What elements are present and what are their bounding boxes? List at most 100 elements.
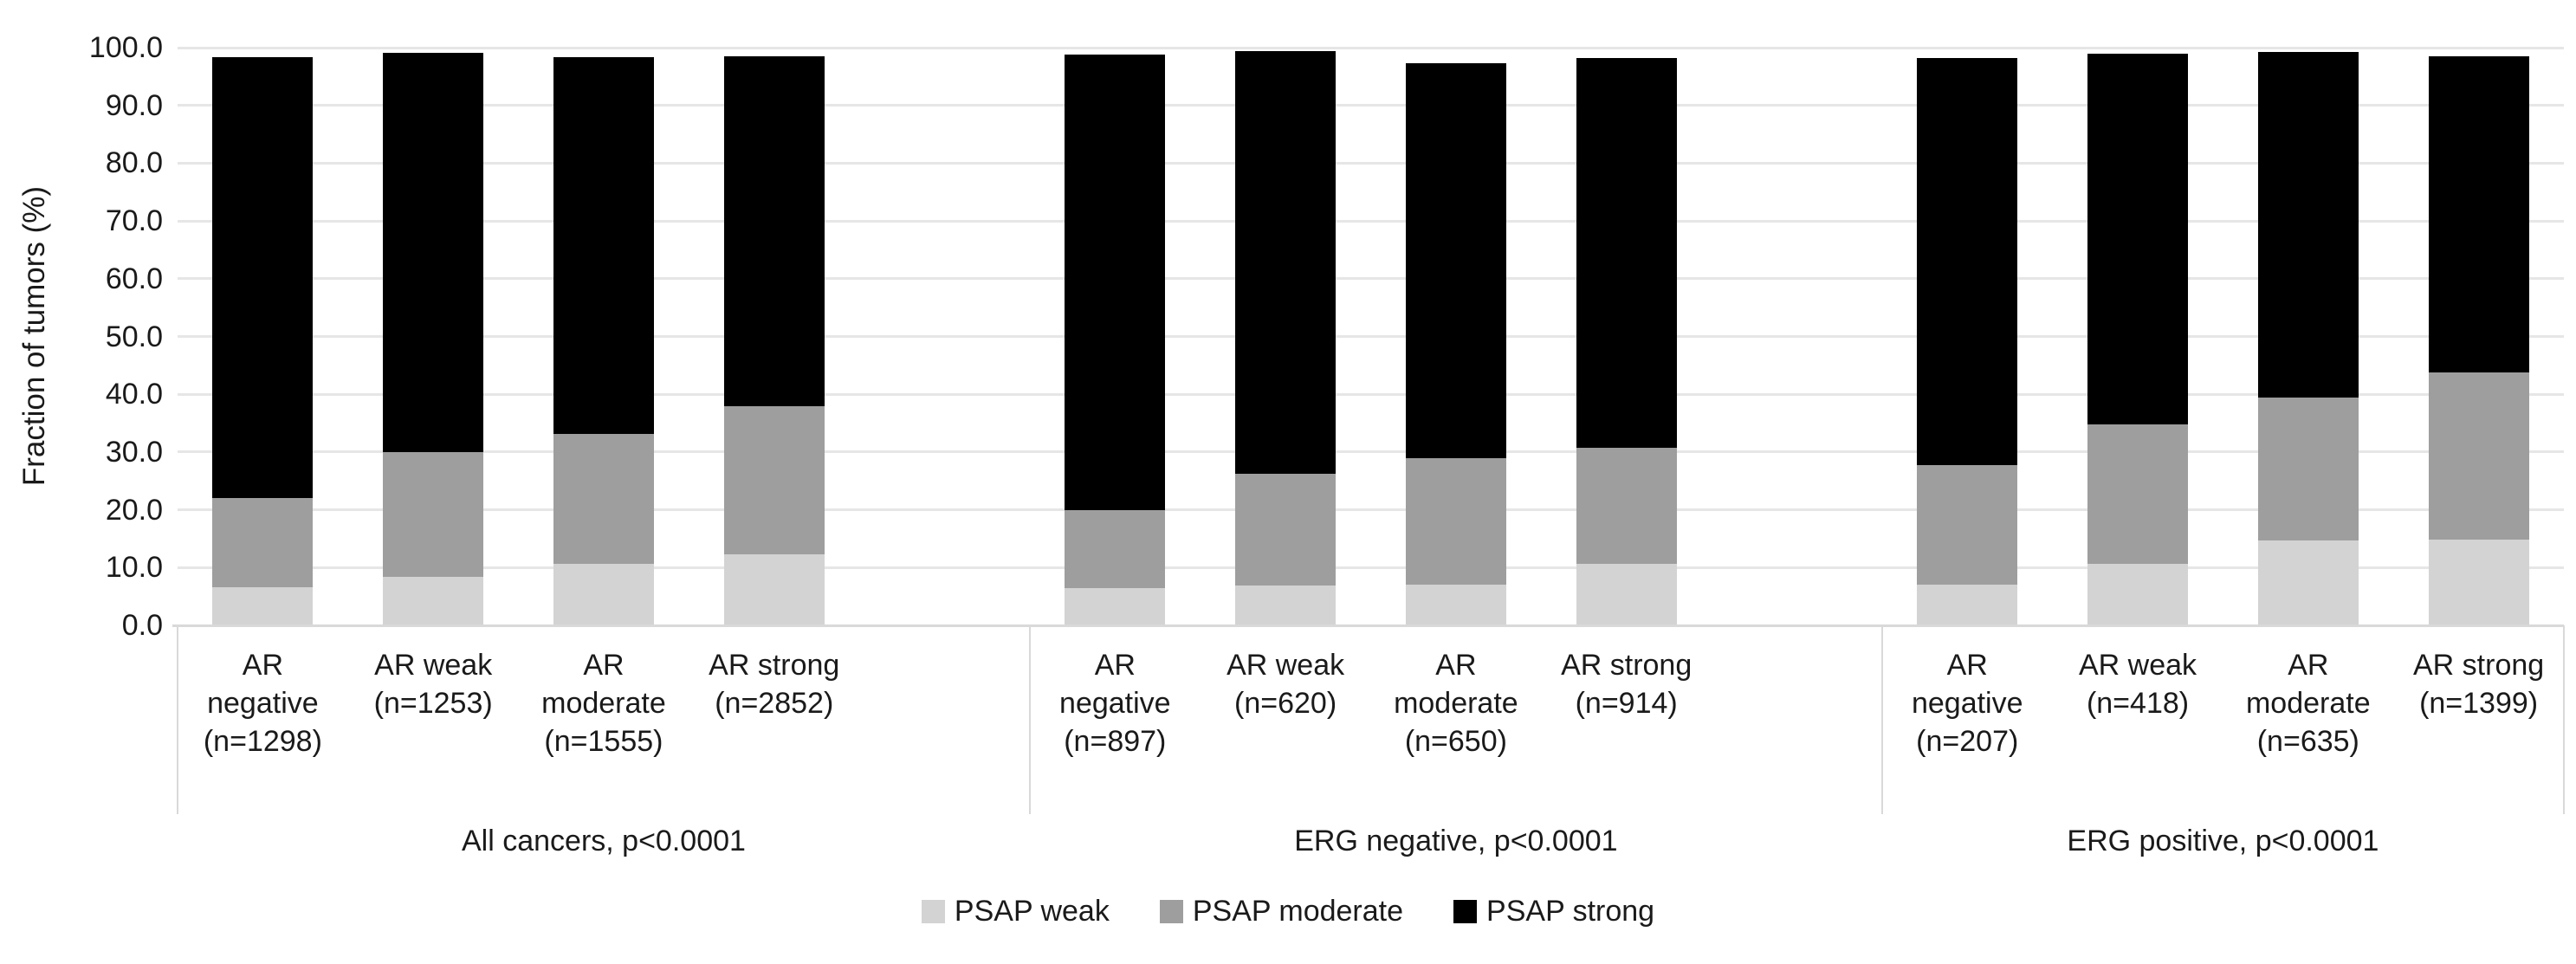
bar-segment-psap-weak: [1065, 588, 1166, 625]
category-label: AR strong (n=914): [1561, 649, 1693, 720]
group-title: ERG negative, p<0.0001: [1294, 825, 1618, 857]
bar: [1405, 63, 1506, 625]
legend-label: PSAP weak: [954, 895, 1110, 928]
legend-swatch-icon: [1453, 900, 1478, 923]
y-tick-label: 90.0: [105, 88, 163, 122]
legend-item: PSAP weak: [921, 895, 1110, 928]
legend-label: PSAP moderate: [1192, 895, 1404, 928]
category-label: AR weak (n=418): [2079, 649, 2197, 720]
y-tick-label: 100.0: [88, 31, 163, 64]
category-label: AR strong (n=2852): [709, 649, 840, 720]
bar-segment-psap-weak: [723, 553, 825, 625]
gridline: [178, 508, 2564, 512]
bar-segment-psap-weak: [2257, 540, 2359, 625]
gridline: [178, 566, 2564, 569]
bar-segment-psap-moderate: [383, 451, 484, 577]
legend-item: PSAP moderate: [1159, 895, 1404, 928]
category-label: AR negative (n=207): [1911, 649, 2023, 758]
category-label: AR moderate (n=650): [1394, 649, 1518, 758]
bar-segment-psap-strong: [723, 56, 825, 406]
bar-segment-psap-weak: [2087, 563, 2189, 625]
y-tick-label: 30.0: [105, 435, 163, 469]
bar-segment-psap-moderate: [212, 498, 314, 587]
gridline: [178, 277, 2564, 281]
group-title: ERG positive, p<0.0001: [2067, 825, 2379, 857]
bar: [383, 53, 484, 625]
bar-segment-psap-strong: [2428, 56, 2529, 372]
legend: PSAP weak PSAP moderate PSAP strong: [0, 895, 2576, 928]
category-label: AR moderate (n=1555): [541, 649, 666, 758]
bar-segment-psap-strong: [553, 57, 654, 434]
bar-segment-psap-moderate: [553, 433, 654, 565]
group-divider: [177, 625, 178, 814]
bar-segment-psap-strong: [1235, 51, 1337, 474]
category-label: AR moderate (n=635): [2245, 649, 2371, 758]
gridline: [178, 104, 2564, 107]
bar-segment-psap-weak: [1576, 564, 1677, 625]
group-divider: [2563, 625, 2565, 814]
bar: [212, 56, 314, 625]
bar-segment-psap-strong: [1917, 58, 2018, 465]
group-divider: [1028, 625, 1031, 814]
bar-segment-psap-strong: [2257, 51, 2359, 398]
bar: [2257, 51, 2359, 625]
bar-segment-psap-weak: [1405, 585, 1506, 625]
bar-segment-psap-weak: [1235, 585, 1337, 625]
bar-segment-psap-moderate: [723, 405, 825, 554]
category-label: AR negative (n=1298): [203, 649, 322, 758]
bar-segment-psap-strong: [212, 56, 314, 499]
category-label: AR weak (n=620): [1227, 649, 1345, 720]
y-tick-label: 60.0: [105, 262, 163, 295]
bar-segment-psap-weak: [553, 564, 654, 625]
bar-segment-psap-strong: [1065, 55, 1166, 511]
bar-segment-psap-moderate: [1065, 510, 1166, 589]
bar-segment-psap-weak: [383, 576, 484, 625]
gridline: [178, 161, 2564, 165]
y-tick-label: 0.0: [121, 609, 163, 642]
legend-swatch-icon: [921, 900, 945, 923]
bar: [723, 56, 825, 625]
bar-segment-psap-strong: [383, 53, 484, 452]
bar-segment-psap-moderate: [1405, 458, 1506, 586]
y-tick-label: 20.0: [105, 493, 163, 527]
y-tick-label: 40.0: [105, 378, 163, 411]
gridline: [178, 219, 2564, 223]
group-title: All cancers, p<0.0001: [461, 825, 746, 857]
category-label: AR weak (n=1253): [373, 649, 493, 720]
bar-segment-psap-moderate: [1917, 464, 2018, 586]
y-axis: Fraction of tumors (%) 0.0 10.0 20.0 30.0 40…: [0, 0, 173, 964]
bar-segment-psap-moderate: [1235, 473, 1337, 586]
bar-segment-psap-weak: [212, 586, 314, 625]
y-tick-label: 80.0: [105, 146, 163, 180]
x-axis-line: [172, 624, 2564, 627]
plot-area: [178, 46, 2564, 627]
bar-segment-psap-strong: [1576, 58, 1677, 449]
y-tick-label: 10.0: [105, 551, 163, 585]
gridline: [178, 392, 2564, 396]
legend-label: PSAP strong: [1486, 895, 1655, 928]
gridline: [178, 46, 2564, 49]
legend-item: PSAP strong: [1453, 895, 1654, 928]
gridline: [178, 450, 2564, 454]
category-label: AR negative (n=897): [1059, 649, 1171, 758]
bar-segment-psap-weak: [1917, 585, 2018, 625]
category-label: AR strong (n=1399): [2413, 649, 2545, 720]
y-tick-label: 70.0: [105, 204, 163, 238]
bar: [1917, 58, 2018, 625]
bar: [2087, 54, 2189, 625]
bar: [2428, 56, 2529, 625]
bar: [1235, 51, 1337, 625]
bar-segment-psap-moderate: [2087, 424, 2189, 564]
bar-segment-psap-moderate: [1576, 448, 1677, 565]
y-tick-label: 50.0: [105, 320, 163, 353]
bar-segment-psap-strong: [2087, 54, 2189, 424]
gridline: [178, 335, 2564, 338]
bar-segment-psap-strong: [1405, 63, 1506, 459]
bar: [553, 57, 654, 625]
bar-segment-psap-moderate: [2428, 372, 2529, 540]
bar: [1576, 58, 1677, 625]
group-divider: [1880, 625, 1883, 814]
bar-segment-psap-moderate: [2257, 397, 2359, 540]
bar: [1065, 55, 1166, 625]
